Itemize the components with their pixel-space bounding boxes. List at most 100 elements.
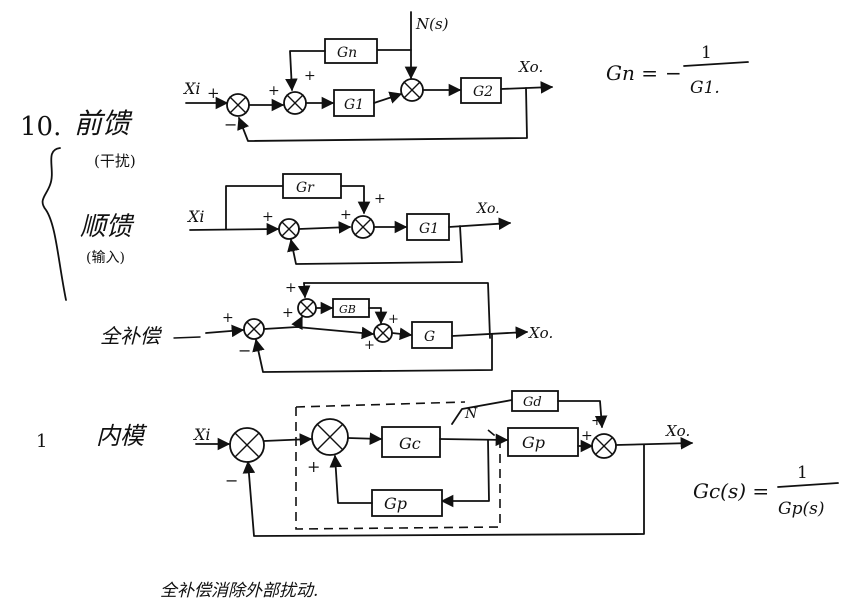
disturbance-path xyxy=(451,399,513,425)
signal-arrow xyxy=(391,327,413,341)
input-label: Xi xyxy=(182,79,201,98)
input-feedforward-diagram: 顺馈 (输入) Xi + Gr + + G1 Xo. xyxy=(80,173,512,266)
section-subtitle: (干扰) xyxy=(94,152,136,170)
signal-arrow xyxy=(347,432,383,445)
forward-path xyxy=(340,185,371,215)
feedback-path xyxy=(287,225,463,265)
summing-junction-1 xyxy=(278,218,300,240)
section-number: 10. xyxy=(20,112,61,142)
internal-model-boundary xyxy=(295,401,466,408)
feedforward-diagram: 10. 前馈 (干扰) Xi + − + + G1 N(s) xyxy=(20,11,749,170)
disturbance-label: N xyxy=(464,406,478,422)
input-label: Xi xyxy=(186,207,205,226)
block-label: G1 xyxy=(344,97,364,113)
feedback-path xyxy=(237,87,528,142)
summing-junction-2 xyxy=(351,215,375,239)
internal-model-boundary xyxy=(295,407,501,530)
sign-label: + xyxy=(268,83,280,99)
signal-arrow xyxy=(373,91,403,104)
output-arrow xyxy=(451,326,529,339)
summing-junction-1 xyxy=(229,427,265,463)
sign-label: + xyxy=(388,312,399,327)
sign-label: + xyxy=(262,209,274,225)
block-label: Gn xyxy=(337,45,357,61)
sign-label: + xyxy=(591,413,603,429)
block-label: Gc xyxy=(399,434,421,453)
gn-block xyxy=(324,38,378,64)
summing-junction-3 xyxy=(400,78,424,102)
feedback-path xyxy=(252,333,493,373)
forward-path xyxy=(225,185,284,230)
block-label: Gr xyxy=(296,180,315,196)
section-number: 1 xyxy=(36,431,47,452)
input-label: Xi xyxy=(192,425,211,444)
formula-numerator: 1 xyxy=(701,43,712,63)
feedback-path xyxy=(303,282,491,339)
g2-block xyxy=(460,77,502,104)
summing-junction-3 xyxy=(591,433,617,459)
g1-block xyxy=(333,89,375,117)
feedforward-path xyxy=(285,50,326,92)
section-title: 前馈 xyxy=(74,107,133,140)
signal-arrow xyxy=(296,326,375,340)
signal-arrow xyxy=(263,433,313,446)
input-arrow xyxy=(189,222,280,236)
g1-block xyxy=(406,213,450,241)
formula-numerator: 1 xyxy=(797,463,808,483)
block-label: Gd xyxy=(523,395,542,410)
summing-junction-1 xyxy=(243,318,265,340)
title-dash xyxy=(173,336,201,339)
formula-lhs: Gc(s) = xyxy=(693,479,769,503)
formula-neg: − xyxy=(665,61,682,85)
signal-arrow xyxy=(291,315,303,330)
output-arrow xyxy=(615,437,694,450)
block-label: G1 xyxy=(419,221,439,237)
formula-denominator: Gp(s) xyxy=(778,499,824,519)
formula-denominator: G1. xyxy=(690,78,720,98)
signal-arrow xyxy=(368,307,388,325)
output-arrow xyxy=(448,217,512,231)
output-label: Xo. xyxy=(528,324,553,342)
signal-arrow xyxy=(439,433,509,447)
summing-junction-2 xyxy=(297,298,317,318)
output-label: Xo. xyxy=(476,201,500,217)
sign-label: + xyxy=(581,428,593,444)
sign-label: − xyxy=(225,471,238,490)
section-subtitle: (输入) xyxy=(86,250,125,266)
composite-compensation-diagram: 全补偿 + − + + GB + + xyxy=(100,280,553,373)
fraction-bar xyxy=(683,61,749,67)
model-path xyxy=(329,454,373,504)
block-label: G xyxy=(424,329,435,345)
sign-label: + xyxy=(307,457,320,476)
input-arrow xyxy=(205,324,245,338)
signal-arrow xyxy=(297,282,311,299)
sign-label: − xyxy=(238,341,251,360)
sign-label: + xyxy=(374,191,386,207)
block-label: Gp xyxy=(384,494,407,513)
sign-label: + xyxy=(304,68,316,84)
sign-label: − xyxy=(224,115,237,134)
section-title: 全补偿 xyxy=(100,324,163,348)
signal-arrow xyxy=(298,221,352,234)
summing-junction-2 xyxy=(311,418,349,456)
output-label: Xo. xyxy=(665,422,690,440)
block-label: Gp xyxy=(522,433,545,452)
gc-formula: Gc(s) = 1 Gp(s) xyxy=(693,463,839,519)
g-block xyxy=(411,321,453,349)
gn-formula: Gn = − 1 G1. xyxy=(606,43,749,98)
formula-lhs: Gn = xyxy=(606,61,658,85)
sign-label: + xyxy=(207,84,220,102)
internal-model-diagram: 1 内模 Xi − + Gc N Gd Gp xyxy=(36,390,839,537)
footnote-text: 全补偿消除外部扰动. xyxy=(160,581,318,601)
block-label: GB xyxy=(339,303,356,316)
sign-label: + xyxy=(222,310,234,326)
section-title: 内模 xyxy=(96,422,148,450)
model-path xyxy=(440,439,490,508)
gc-block xyxy=(381,426,441,458)
block-label: G2 xyxy=(473,84,493,100)
sign-label: + xyxy=(282,305,294,321)
signal-line xyxy=(263,326,298,330)
feedback-path xyxy=(242,444,645,537)
grouping-brace xyxy=(41,147,67,301)
